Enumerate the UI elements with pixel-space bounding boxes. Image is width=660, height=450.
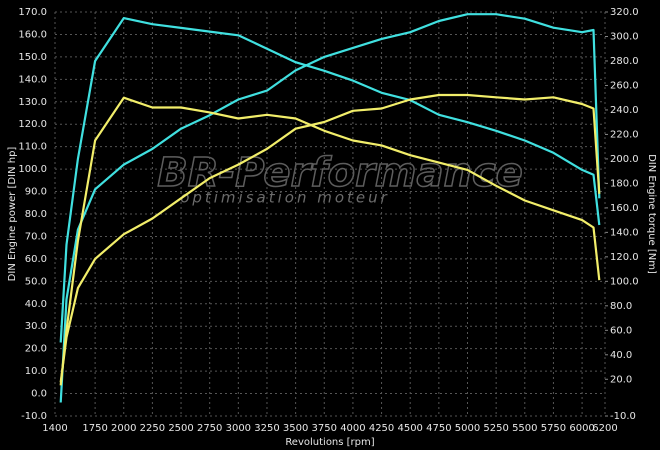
x-axis-label: Revolutions [rpm] <box>285 437 374 448</box>
y2-axis-label: DIN Engine torque [Nm] <box>646 154 657 274</box>
y-tick-label: 20.0 <box>25 344 47 355</box>
x-tick-label: 5500 <box>512 423 537 434</box>
x-tick-label: 1750 <box>82 423 107 434</box>
y-tick-label: 130.0 <box>18 97 47 108</box>
x-tick-label: 2250 <box>140 423 165 434</box>
y2-tick-label: 120.0 <box>610 252 639 263</box>
y2-tick-label: 320.0 <box>610 7 639 18</box>
y-tick-label: 50.0 <box>25 276 47 287</box>
y-tick-label: 70.0 <box>25 231 47 242</box>
x-tick-label: 3000 <box>226 423 251 434</box>
y2-tick-label: 300.0 <box>610 31 639 42</box>
y2-tick-label: 240.0 <box>610 105 639 116</box>
y2-tick-label: 40.0 <box>610 350 632 361</box>
x-tick-label: 4500 <box>397 423 422 434</box>
x-tick-label: 6000 <box>569 423 594 434</box>
y2-tick-label: -10.0 <box>610 411 636 422</box>
x-tick-label: 6200 <box>592 423 617 434</box>
x-tick-label: 2750 <box>197 423 222 434</box>
series-line <box>59 17 601 343</box>
y-tick-label: 40.0 <box>25 299 47 310</box>
watermark-subtitle: optimisation moteur <box>180 189 390 207</box>
y2-tick-label: 180.0 <box>610 178 639 189</box>
y-tick-label: 110.0 <box>18 142 47 153</box>
x-tick-label: 3750 <box>312 423 337 434</box>
y-tick-label: -10.0 <box>21 411 47 422</box>
y2-tick-label: 100.0 <box>610 276 639 287</box>
y-tick-label: 150.0 <box>18 52 47 63</box>
series-line <box>59 13 601 403</box>
y2-tick-label: 280.0 <box>610 56 639 67</box>
x-tick-label: 1400 <box>42 423 67 434</box>
y-tick-label: 100.0 <box>18 164 47 175</box>
x-tick-label: 4000 <box>340 423 365 434</box>
y2-tick-label: 140.0 <box>610 227 639 238</box>
x-tick-label: 4750 <box>426 423 451 434</box>
y-tick-label: 90.0 <box>25 187 47 198</box>
y-tick-label: 170.0 <box>18 7 47 18</box>
y-tick-label: 80.0 <box>25 209 47 220</box>
x-tick-label: 5000 <box>455 423 480 434</box>
series-line <box>59 96 601 386</box>
y-tick-label: 140.0 <box>18 74 47 85</box>
y-axis-label: DIN Engine power [DIN hp] <box>7 147 18 282</box>
y-tick-label: 120.0 <box>18 119 47 130</box>
x-tick-label: 5250 <box>483 423 508 434</box>
series-line <box>59 93 601 383</box>
x-tick-label: 3500 <box>283 423 308 434</box>
x-tick-label: 3250 <box>254 423 279 434</box>
y2-tick-label: 20.0 <box>610 374 632 385</box>
y2-tick-label: 60.0 <box>610 325 632 336</box>
y-tick-label: 0.0 <box>31 389 47 400</box>
y-tick-label: 10.0 <box>25 366 47 377</box>
y2-tick-label: 160.0 <box>610 203 639 214</box>
x-tick-label: 5750 <box>541 423 566 434</box>
y2-tick-label: 220.0 <box>610 129 639 140</box>
y-tick-label: 60.0 <box>25 254 47 265</box>
y2-tick-label: 200.0 <box>610 154 639 165</box>
x-tick-label: 2500 <box>168 423 193 434</box>
x-tick-label: 2000 <box>111 423 136 434</box>
watermark-title: BR-Performance <box>157 150 523 196</box>
y-tick-label: 30.0 <box>25 321 47 332</box>
y-tick-label: 160.0 <box>18 29 47 40</box>
y2-tick-label: 80.0 <box>610 301 632 312</box>
y2-tick-label: 260.0 <box>610 80 639 91</box>
x-tick-label: 4250 <box>369 423 394 434</box>
